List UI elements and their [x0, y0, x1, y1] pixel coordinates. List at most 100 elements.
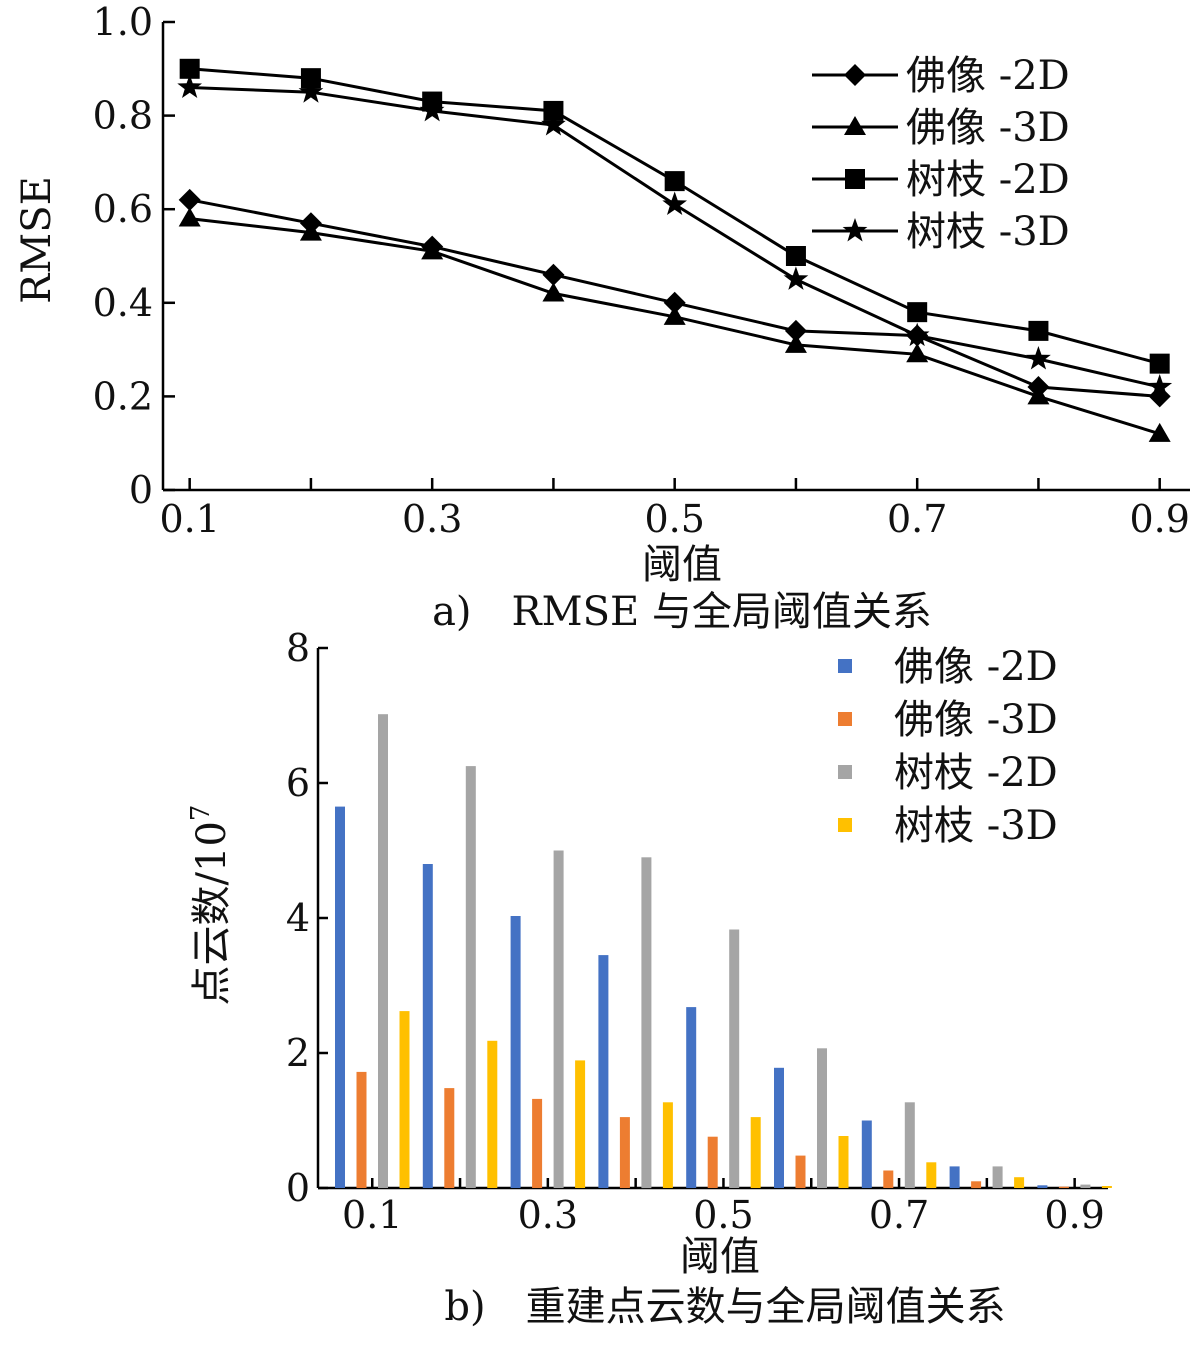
point-cloud-x-tick-label: 0.9	[1044, 1193, 1104, 1237]
point-cloud-y-axis-label-main: 点云数/10	[189, 821, 235, 1005]
rmse-point-佛像-2d	[542, 263, 565, 286]
legend-label-佛像-3d: 佛像 -3D	[906, 105, 1070, 151]
rmse-point-树枝-3d	[904, 322, 930, 347]
legend-label-佛像-3d: 佛像 -3D	[894, 697, 1058, 743]
rmse-point-树枝-3d	[662, 191, 687, 215]
bar-树枝-2d	[992, 1166, 1003, 1188]
bar-佛像-3d	[619, 1117, 630, 1188]
legend-swatch-佛像-3d	[838, 712, 852, 726]
legend-swatch-树枝-3d	[838, 818, 852, 832]
rmse-x-tick-label: 0.9	[1129, 497, 1189, 541]
rmse-legend: 佛像 -2D 佛像 -3D 树枝 -2D 树枝 -3D	[812, 53, 1070, 255]
rmse-point-树枝-2d	[300, 68, 321, 89]
point-cloud-y-ticks: 0 2 4 6 8	[286, 626, 328, 1210]
rmse-y-tick-label: 1.0	[93, 0, 153, 44]
rmse-y-tick-label: 0.2	[93, 374, 153, 418]
point-cloud-y-tick-label: 6	[286, 761, 310, 805]
rmse-point-佛像-2d	[178, 188, 201, 211]
legend-marker-树枝-2d	[845, 169, 865, 189]
rmse-series-佛像-3d	[178, 207, 1171, 442]
bar-佛像-2d	[774, 1067, 784, 1188]
bar-树枝-2d	[729, 929, 740, 1188]
rmse-series	[177, 58, 1173, 442]
rmse-point-佛像-3d	[421, 240, 444, 260]
legend-swatch-佛像-2d	[838, 659, 852, 673]
rmse-axes	[161, 22, 1190, 492]
point-cloud-x-tick-label: 0.5	[693, 1193, 753, 1237]
rmse-y-ticks: 0 0.2 0.4 0.6 0.8 1.0	[93, 0, 175, 512]
bar-佛像-3d	[532, 1098, 543, 1188]
rmse-x-tick-label: 0.3	[402, 497, 462, 541]
bar-树枝-2d	[641, 857, 652, 1189]
rmse-x-tick-label: 0.7	[887, 497, 947, 541]
point-cloud-y-tick-label: 0	[286, 1166, 310, 1210]
bar-佛像-2d	[861, 1120, 872, 1188]
point-cloud-x-tick-label: 0.3	[518, 1193, 578, 1237]
point-cloud-y-tick-label: 4	[286, 896, 310, 940]
bar-佛像-2d	[422, 864, 433, 1188]
rmse-point-树枝-3d	[419, 97, 445, 122]
bar-树枝-3d	[1014, 1177, 1025, 1188]
rmse-x-axis-label: 阈值	[642, 542, 722, 588]
rmse-y-tick-label: 0.6	[93, 187, 153, 231]
bar-树枝-3d	[838, 1136, 849, 1188]
legend-label-树枝-3d: 树枝 -3D	[894, 803, 1058, 849]
rmse-x-tick-label: 0.1	[159, 497, 219, 541]
rmse-line-chart: 00.20.40.60.81.0 0.1 0.3 0.5 0.7 0.9 佛像 -2D佛…	[14, 0, 1190, 635]
point-cloud-x-ticks: 0.1 0.3 0.5 0.7 0.9	[342, 1178, 1105, 1237]
bar-树枝-3d	[487, 1040, 498, 1188]
bar-佛像-3d	[356, 1071, 367, 1188]
bar-树枝-2d	[1080, 1184, 1091, 1188]
bar-佛像-3d	[1058, 1186, 1069, 1188]
rmse-point-树枝-2d	[907, 302, 928, 323]
legend-label-树枝-2d: 树枝 -2D	[894, 750, 1058, 796]
rmse-point-树枝-2d	[543, 100, 564, 121]
rmse-point-树枝-2d	[785, 246, 806, 266]
bar-佛像-3d	[444, 1088, 455, 1188]
rmse-x-ticks: 0.1 0.3 0.5 0.7 0.9	[159, 478, 1190, 541]
point-cloud-y-axis-label-exponent: 7	[186, 805, 216, 822]
bar-树枝-3d	[399, 1011, 410, 1188]
rmse-point-佛像-3d	[1148, 422, 1171, 442]
point-cloud-caption: b) 重建点云数与全局阈值关系	[444, 1284, 1005, 1330]
bar-佛像-3d	[883, 1170, 894, 1188]
legend-label-佛像-2d: 佛像 -2D	[894, 644, 1058, 690]
bar-佛像-3d	[795, 1155, 806, 1188]
rmse-point-佛像-2d	[784, 319, 807, 342]
point-cloud-x-tick-label: 0.7	[869, 1193, 929, 1237]
rmse-point-树枝-2d	[664, 171, 685, 192]
rmse-point-佛像-3d	[178, 207, 201, 227]
bar-树枝-3d	[662, 1102, 673, 1188]
bar-佛像-3d	[707, 1136, 718, 1188]
legend-label-佛像-2d: 佛像 -2D	[906, 53, 1070, 99]
legend-marker-佛像-3d	[844, 116, 866, 135]
bar-树枝-2d	[553, 850, 564, 1188]
legend-swatch-树枝-2d	[838, 765, 852, 779]
bar-树枝-2d	[904, 1102, 915, 1188]
point-cloud-bar-chart: 0 2 4 6 8 0.1 0.3 0.5 0.7 0.9 佛像 -2D 佛像 -3D 树枝 -2D…	[186, 626, 1112, 1330]
rmse-point-佛像-2d	[663, 291, 686, 314]
rmse-point-佛像-3d	[299, 221, 322, 241]
rmse-point-佛像-3d	[906, 343, 929, 363]
rmse-y-tick-label: 0.4	[93, 281, 153, 325]
point-cloud-bars	[335, 714, 1112, 1189]
bar-佛像-2d	[949, 1166, 960, 1188]
rmse-y-axis-label: RMSE	[14, 176, 60, 304]
bar-佛像-2d	[1037, 1185, 1048, 1188]
bar-树枝-3d	[926, 1162, 937, 1188]
rmse-x-tick-label: 0.5	[644, 497, 704, 541]
rmse-point-佛像-3d	[663, 305, 686, 325]
legend-label-树枝-3d: 树枝 -3D	[906, 209, 1070, 255]
point-cloud-legend: 佛像 -2D 佛像 -3D 树枝 -2D 树枝 -3D	[838, 644, 1058, 849]
bar-佛像-2d	[335, 806, 345, 1188]
point-cloud-x-axis-label: 阈值	[680, 1234, 760, 1280]
bar-佛像-3d	[971, 1181, 982, 1189]
rmse-point-树枝-2d	[179, 58, 200, 79]
rmse-point-佛像-3d	[542, 282, 565, 302]
bar-树枝-2d	[817, 1048, 827, 1188]
rmse-point-树枝-3d	[1147, 374, 1173, 398]
bar-树枝-3d	[1101, 1186, 1112, 1188]
bar-树枝-2d	[378, 714, 388, 1188]
rmse-series-树枝-3d	[177, 74, 1173, 398]
